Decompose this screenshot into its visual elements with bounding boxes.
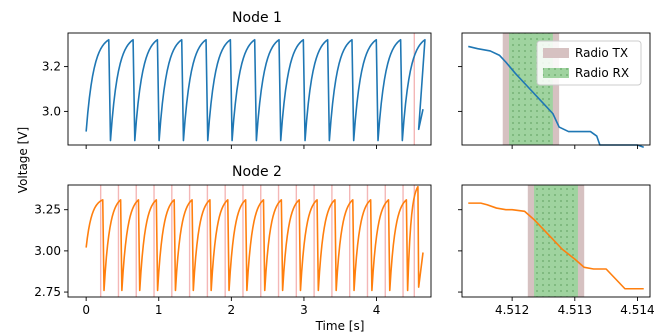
panel-node2-zoom: 4.512 4.513 4.514 [458,184,655,317]
y-tick-label: 3.25 [34,203,61,217]
axes-frame [67,184,432,298]
panel-node1-full: Node 1 3.0 3.2 [42,10,432,149]
x-tick-label: 4 [373,303,381,317]
y-tick-label: 3.00 [34,244,61,258]
legend-swatch-radio-tx [543,48,569,58]
x-tick-label: 3 [300,303,308,317]
series-line-node1 [85,38,426,142]
x-axis-label: Time [s] [315,319,365,333]
x-tick-label: 2 [228,303,236,317]
radio-rx-dots [534,185,578,297]
y-tick-label: 3.2 [42,60,61,74]
y-tick-label: 3.0 [42,104,61,118]
legend: Radio TX Radio RX [536,40,642,86]
axes-frame [67,32,432,146]
series-line-node2 [468,202,644,290]
x-tick-label: 0 [82,303,90,317]
panel-title-node2: Node 2 [232,164,282,180]
legend-label-radio-tx: Radio TX [575,46,628,60]
panel-node2-full: Node 2 0 1 2 3 4 2.75 3.00 3.25 [34,164,432,317]
series-line-node2 [85,185,424,292]
legend-label-radio-rx: Radio RX [575,66,629,80]
x-tick-label: 1 [155,303,163,317]
axes-frame [461,184,651,298]
panel-title-node1: Node 1 [232,10,282,26]
axes-frame [461,32,651,146]
x-tick-label: 4.513 [558,303,592,317]
y-axis-label: Voltage [V] [16,127,30,193]
x-tick-label: 4.514 [620,303,654,317]
y-tick-label: 2.75 [34,285,61,299]
x-tick-label: 4.512 [495,303,529,317]
